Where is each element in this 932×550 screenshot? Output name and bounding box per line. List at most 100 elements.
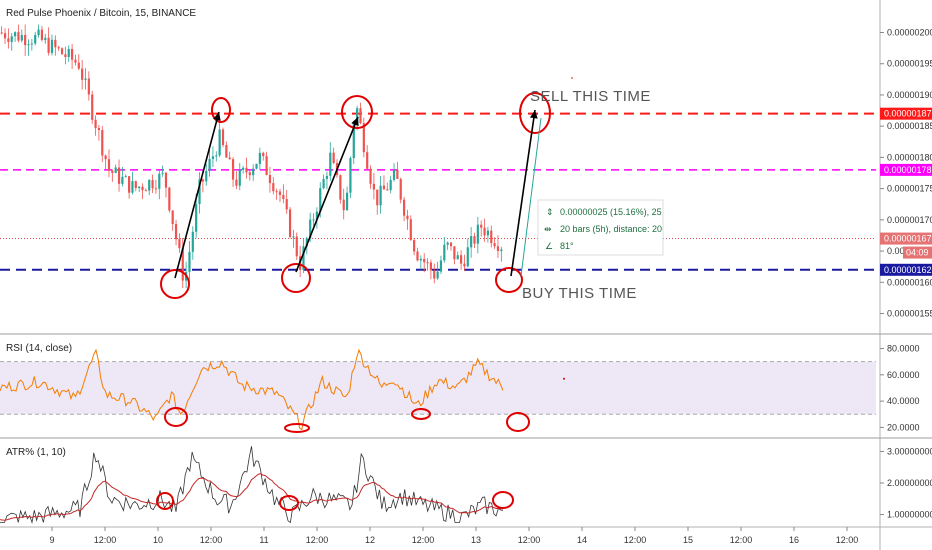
candle-body [128, 176, 131, 193]
rsi-circle-1 [164, 407, 188, 427]
measure-height-icon: ⇕ [546, 207, 554, 217]
candle-body [231, 159, 235, 180]
time-tick-label: 12:00 [200, 535, 223, 545]
time-tick-label: 12 [365, 535, 375, 545]
candle-body [188, 251, 191, 272]
candle-body [258, 152, 261, 164]
candle-body [81, 68, 84, 80]
rsi-tick-label: 40.0000 [887, 396, 920, 406]
candle-body [141, 186, 144, 191]
price-badge [880, 107, 932, 120]
candle-body [329, 152, 332, 176]
candle-body [305, 238, 308, 247]
atr-label: ATR% (1, 10) [6, 447, 66, 458]
candle-body [242, 167, 245, 170]
candle-body [171, 210, 174, 225]
candle-body [158, 173, 161, 189]
candle-body [91, 94, 94, 120]
candle-body [372, 183, 375, 190]
candle-body [493, 243, 496, 247]
candle-body [248, 172, 251, 176]
candle-body [252, 168, 255, 176]
candle-body [3, 33, 7, 39]
measure-tooltip[interactable]: ⇕ 0.00000025 (15.16%), 25 ⇹ 20 bars (5h)… [537, 199, 664, 256]
sell-circle-2 [341, 95, 373, 129]
sell-annotation: SELL THIS TIME [530, 88, 651, 105]
candle-body [278, 191, 282, 196]
price-axis[interactable]: 0.00000200 0.00000195 0.00000190 0.00000185… [880, 27, 932, 520]
candle-body [386, 189, 389, 191]
candle-body [409, 219, 412, 241]
candle-body [104, 155, 107, 160]
price-badge-label: 0.00000178 [884, 165, 932, 175]
time-tick-label: 12:00 [94, 535, 117, 545]
atr-circle-2 [279, 495, 299, 511]
candle-body [67, 48, 70, 58]
candle-body [198, 179, 201, 205]
candle-body [486, 230, 490, 236]
candle-body [288, 209, 292, 237]
time-tick-label: 10 [153, 535, 163, 545]
atr-tick-label: 1.00000000 [887, 510, 932, 520]
candle-body [60, 48, 64, 55]
candle-body [191, 231, 194, 252]
time-tick-label: 12:00 [624, 535, 647, 545]
arrow-up-3-head [529, 110, 538, 119]
candle-body [376, 189, 379, 206]
candle-body [429, 262, 433, 271]
candle-body [101, 130, 104, 156]
candle-body [124, 176, 127, 178]
candle-body [362, 123, 365, 153]
rsi-line [0, 348, 504, 431]
candle-body [138, 186, 141, 189]
time-tick-label: 15 [683, 535, 693, 545]
candle-body [0, 32, 3, 34]
measure-projection-line [520, 117, 542, 277]
price-badge-label: 0.00000187 [884, 109, 932, 119]
candle-body [309, 219, 312, 239]
candle-body [114, 167, 117, 173]
atr-line [0, 446, 504, 524]
candle-body [463, 263, 466, 267]
price-tick-label: 0.00000160 [887, 277, 932, 287]
price-badge [880, 232, 932, 245]
candle-body [379, 185, 382, 206]
countdown-label: 04:09 [906, 248, 929, 258]
candle-body [117, 167, 121, 184]
time-tick-label: 16 [789, 535, 799, 545]
candle-body [74, 59, 77, 63]
rsi-circle-2 [284, 423, 310, 433]
time-axis[interactable]: 9 12:00 10 12:00 11 12:00 12 12:00 13 12:00 14 12:0… [49, 527, 858, 545]
candle-body [352, 123, 355, 159]
price-badge-label: 0.00000162 [884, 265, 932, 275]
candle-body [154, 188, 158, 190]
candle-body [174, 224, 178, 240]
candle-body [50, 39, 54, 53]
rsi-band [0, 361, 876, 415]
measure-angle-icon: ∠ [545, 241, 553, 251]
candle-body [449, 242, 453, 247]
candle-body [302, 246, 305, 270]
countdown-badge [903, 246, 932, 259]
candle-body [402, 199, 406, 216]
candle-body [389, 179, 392, 191]
time-tick-label: 14 [577, 535, 587, 545]
time-tick-label: 12:00 [836, 535, 859, 545]
candle-body [476, 224, 479, 244]
price-candles [0, 24, 503, 289]
candle-body [382, 185, 386, 190]
candle-body [483, 227, 486, 236]
candle-body [446, 242, 449, 245]
candle-body [238, 169, 241, 186]
candle-body [416, 251, 419, 261]
price-tick-label: 0.00000170 [887, 215, 932, 225]
candle-body [312, 219, 315, 221]
candle-body [265, 156, 268, 176]
atr-circle-3 [492, 491, 514, 509]
candle-body [144, 190, 147, 192]
price-tick-label: 0.00000155 [887, 309, 932, 319]
candle-body [27, 44, 30, 46]
candle-body [423, 258, 426, 263]
candle-body [470, 236, 473, 248]
